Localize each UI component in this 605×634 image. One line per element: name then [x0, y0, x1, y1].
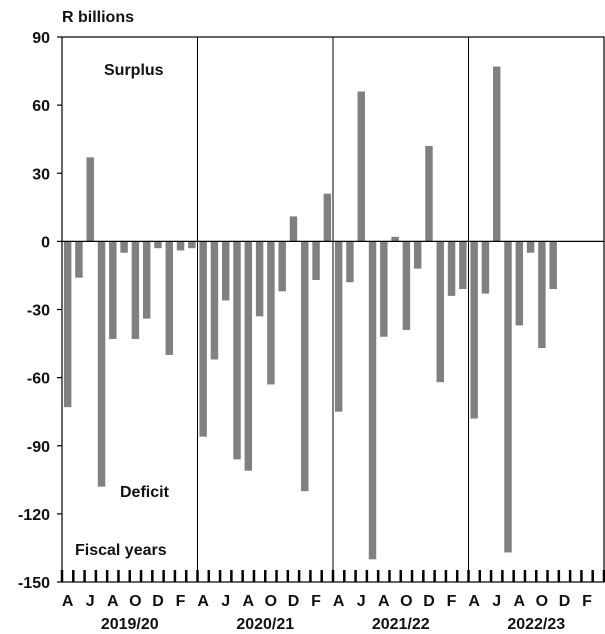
month-label: A [107, 593, 119, 610]
bar-2022-23-m6 [526, 241, 535, 253]
month-label: O [129, 593, 141, 610]
bar-2020-21-m7 [267, 241, 275, 385]
month-label: J [221, 593, 230, 610]
month-label: D [423, 593, 435, 610]
month-label: A [333, 593, 345, 610]
bar-2022-23-m4 [504, 241, 512, 553]
y-tick-label: -60 [27, 371, 50, 388]
month-label: A [514, 593, 526, 610]
bar-2020-21-m11 [312, 241, 320, 280]
y-tick-label: 60 [32, 98, 50, 115]
bar-2019-20-m3 [86, 157, 94, 242]
month-label: J [86, 593, 95, 610]
month-label: F [447, 593, 457, 610]
month-label: O [536, 593, 548, 610]
bar-2019-20-m9 [154, 241, 162, 249]
y-tick-label: 0 [41, 234, 50, 251]
bar-2021-22-m2 [346, 241, 354, 283]
fiscal-year-label: 2020/21 [236, 616, 294, 633]
surplus-annotation: Surplus [104, 62, 164, 79]
bar-2020-21-m3 [222, 241, 230, 301]
month-label: D [559, 593, 571, 610]
bar-2020-21-m8 [278, 241, 286, 292]
month-label: F [311, 593, 321, 610]
deficit-annotation: Deficit [120, 484, 170, 501]
fiscal-year-label: 2021/22 [372, 616, 430, 633]
month-label: J [357, 593, 366, 610]
bar-2022-23-m8 [549, 241, 557, 290]
fiscal-year-label: 2022/23 [507, 616, 565, 633]
bar-2020-21-m1 [199, 241, 207, 437]
bar-2019-20-m2 [75, 241, 83, 278]
bar-2019-20-m1 [63, 241, 72, 408]
bar-2020-21-m9 [289, 216, 298, 242]
bar-2020-21-m10 [301, 241, 309, 492]
y-tick-label: 30 [32, 166, 50, 183]
bar-2019-20-m7 [131, 241, 140, 340]
month-label: D [152, 593, 164, 610]
bar-2021-22-m4 [368, 241, 377, 560]
bar-2021-22-m6 [391, 236, 399, 242]
bar-2021-22-m7 [402, 241, 411, 330]
y-axis-unit-label: R billions [62, 9, 134, 26]
month-label: A [197, 593, 209, 610]
bar-2019-20-m12 [188, 241, 196, 249]
bar-2019-20-m6 [120, 241, 128, 253]
y-tick-label: -30 [27, 303, 50, 320]
month-label: A [243, 593, 255, 610]
bar-2021-22-m11 [447, 241, 456, 296]
bar-2021-22-m1 [334, 241, 343, 412]
month-label: A [62, 593, 74, 610]
y-tick-label: -90 [27, 439, 50, 456]
bar-2020-21-m2 [210, 241, 219, 360]
month-label: F [582, 593, 592, 610]
month-label: O [265, 593, 277, 610]
y-tick-label: -150 [18, 575, 50, 592]
bar-2020-21-m5 [244, 241, 253, 471]
bar-2021-22-m9 [425, 146, 433, 242]
bar-2019-20-m11 [176, 241, 185, 251]
bar-2019-20-m5 [109, 241, 117, 340]
fiscal-year-label: 2019/20 [101, 616, 159, 633]
bar-2022-23-m3 [493, 66, 501, 242]
y-tick-label: 90 [32, 30, 50, 47]
bar-2022-23-m7 [538, 241, 546, 349]
month-label: A [378, 593, 390, 610]
bar-2020-21-m12 [323, 193, 332, 242]
bar-2020-21-m4 [233, 241, 241, 460]
y-tick-label: -120 [18, 507, 50, 524]
bar-2021-22-m5 [380, 241, 388, 337]
bar-2019-20-m4 [97, 241, 106, 487]
month-label: A [468, 593, 480, 610]
bar-2022-23-m5 [515, 241, 524, 326]
bar-2021-22-m12 [459, 241, 467, 290]
bar-2021-22-m3 [357, 91, 365, 242]
month-label: O [400, 593, 412, 610]
fiscal-years-annotation: Fiscal years [75, 542, 167, 559]
bar-2021-22-m8 [413, 241, 422, 269]
bar-2022-23-m2 [481, 241, 490, 294]
bar-2019-20-m8 [142, 241, 151, 319]
month-label: J [492, 593, 501, 610]
bar-2020-21-m6 [255, 241, 264, 317]
bar-2022-23-m1 [470, 241, 478, 419]
month-label: F [176, 593, 186, 610]
bar-2019-20-m10 [165, 241, 173, 355]
bar-2021-22-m10 [436, 241, 444, 383]
month-label: D [288, 593, 300, 610]
